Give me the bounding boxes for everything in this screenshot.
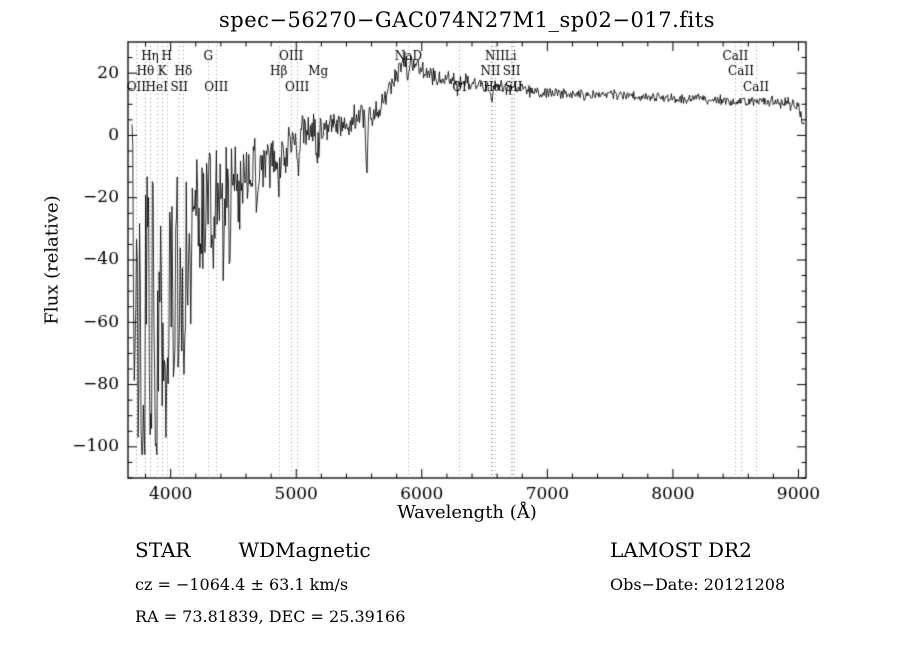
- object-class: STAR: [135, 538, 191, 562]
- y-axis-label: Flux (relative): [41, 195, 63, 325]
- obs-date: Obs−Date: 20121208: [610, 575, 786, 594]
- object-subclass: WDMagnetic: [238, 538, 371, 562]
- x-axis-label: Wavelength (Å): [397, 502, 537, 523]
- cz-value: cz = −1064.4 ± 63.1 km/s: [135, 575, 349, 594]
- classification-line: STAR WDMagnetic: [135, 538, 371, 562]
- survey-label: LAMOST DR2: [610, 538, 752, 562]
- ra-dec: RA = 73.81839, DEC = 25.39166: [135, 607, 406, 626]
- plot-title: spec−56270−GAC074N27M1_sp02−017.fits: [219, 8, 715, 32]
